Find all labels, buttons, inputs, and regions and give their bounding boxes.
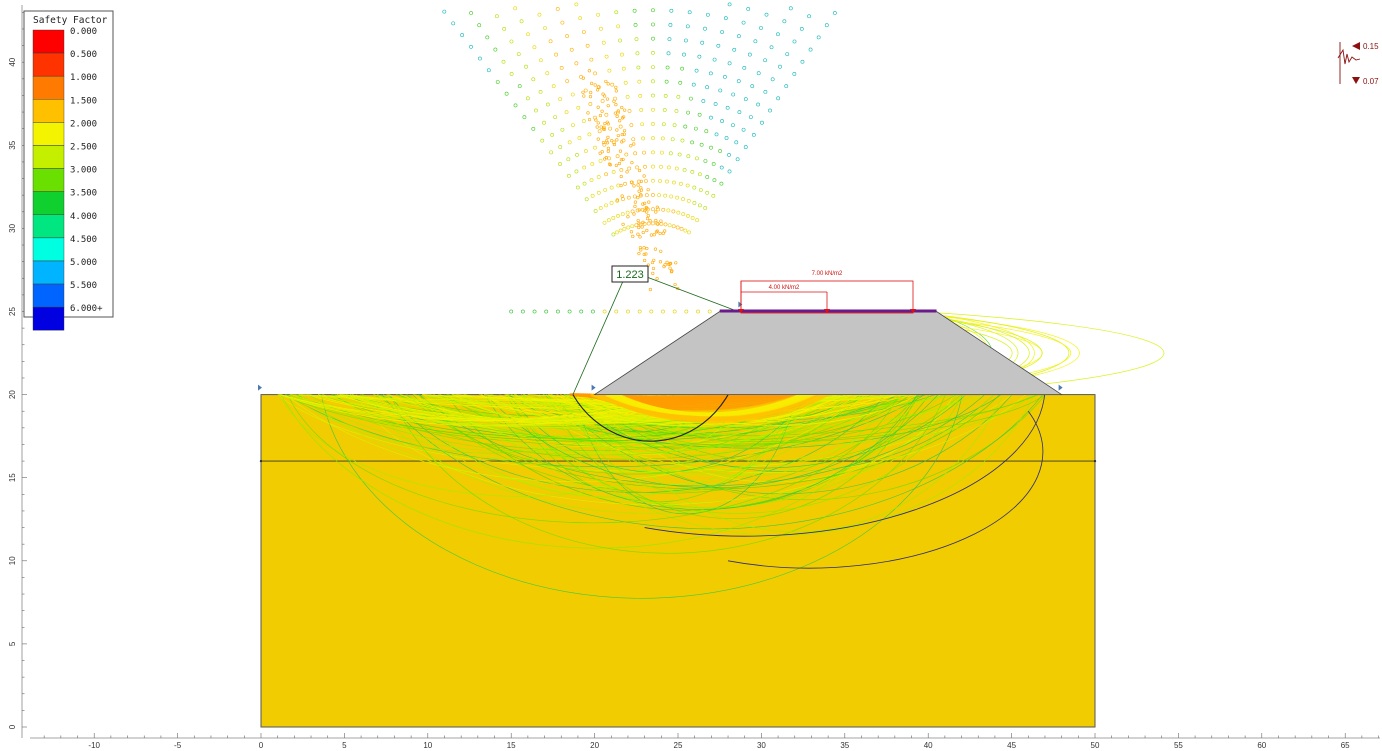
legend-label: 1.000 [70,73,97,83]
x-tick-label: 45 [1007,741,1016,750]
x-tick-label: 65 [1341,741,1350,750]
vertical-arrow-icon [1352,77,1360,84]
y-tick-label: 15 [8,473,17,482]
legend-swatch [32,214,65,239]
legend-swatch [32,237,65,262]
legend-swatch [32,29,65,54]
y-tick-label: 10 [8,556,17,565]
x-tick-label: 0 [259,741,264,750]
x-tick-label: 15 [507,741,516,750]
legend-label: 1.500 [70,96,97,106]
critical-radius-left [572,269,629,395]
legend-title: Safety Factor [33,15,108,26]
embankment [593,311,1063,396]
legend-label: 4.500 [70,235,97,245]
y-tick-label: 0 [8,724,17,729]
legend-label: 2.500 [70,143,97,153]
safety-factor-legend: Safety Factor 0.000 0.500 1.000 1.500 2.000 2… [23,10,114,331]
legend-label: 5.000 [70,258,97,268]
x-tick-label: 20 [590,741,599,750]
y-tick-label: 20 [8,390,17,399]
horizontal-arrow-icon [1352,42,1360,50]
x-tick-label: -10 [88,741,100,750]
x-tick-label: 5 [342,741,347,750]
legend-swatch [32,283,65,308]
seismic-waveform-icon [1337,42,1361,84]
embankment-fill [593,311,1063,396]
legend-items: 0.000 0.500 1.000 1.500 2.000 2.500 3.000 3.500… [32,27,103,331]
legend-swatch [32,168,65,192]
x-tick-label: -5 [174,741,182,750]
x-tick-label: 55 [1174,741,1183,750]
seismic-vertical-coef: 0.07 [1363,77,1379,86]
x-tick-label: 10 [423,741,432,750]
x-tick-label: 35 [840,741,849,750]
legend-swatch [32,260,65,285]
y-tick-label: 5 [8,641,17,646]
min-safety-factor-value: 1.223 [616,269,644,281]
x-tick-label: 25 [674,741,683,750]
legend-label: 4.000 [70,212,97,222]
x-tick-label: 40 [924,741,933,750]
soil-layer [260,394,1096,728]
y-tick-label: 25 [8,307,17,316]
x-tick-label: 60 [1257,741,1266,750]
legend-label: 3.000 [70,166,97,176]
legend-label: 0.500 [70,50,97,60]
slip-center-grid [442,2,837,314]
seismic-load-indicator[interactable]: 0.15 0.07 [1337,42,1379,86]
min-safety-factor-label[interactable]: 1.223 [611,265,649,283]
soil-region [259,394,1097,728]
legend-swatch [32,307,65,331]
legend-label: 3.500 [70,189,97,199]
y-tick-label: 30 [8,223,17,232]
load-label-7: 7.00 kN/m2 [812,271,843,277]
legend-swatch [32,52,65,77]
legend-label: 2.000 [70,119,97,129]
legend-swatch [32,145,65,169]
legend-swatch [32,75,65,100]
legend-label: 6.000+ [70,304,103,314]
legend-label: 0.000 [70,27,97,37]
legend-swatch [32,191,65,215]
legend-swatch [32,122,65,146]
legend-swatch [32,99,65,123]
x-tick-label: 30 [757,741,766,750]
load-label-4: 4.00 kN/m2 [769,285,800,291]
x-tick-label: 50 [1091,741,1100,750]
distributed-loads[interactable]: 7.00 kN/m2 4.00 kN/m2 [738,271,916,314]
y-tick-label: 35 [8,140,17,149]
legend-label: 5.500 [70,281,97,291]
y-tick-label: 40 [8,57,17,66]
seismic-horizontal-coef: 0.15 [1363,42,1379,51]
x-axis: -10 -5 0 5 10 15 20 25 30 35 40 45 50 55 60 65 [30,733,1380,750]
